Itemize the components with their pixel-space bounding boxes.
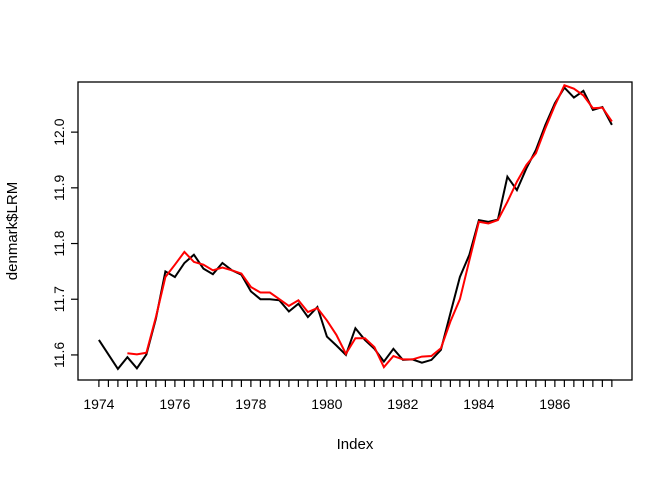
y-tick-label: 11.8 (51, 230, 67, 256)
fitted-series-line (127, 84, 613, 370)
x-tick-label: 1980 (311, 396, 342, 412)
x-tick-label: 1976 (159, 396, 190, 412)
x-axis-title: Index (337, 436, 374, 453)
x-tick-label: 1986 (539, 396, 570, 412)
y-axis: 11.6 11.7 11.8 11.9 12.0 (51, 118, 78, 368)
y-tick-label: 11.6 (51, 342, 67, 368)
x-tick-label: 1982 (387, 396, 418, 412)
series-group (98, 84, 613, 371)
x-tick-label: 1978 (235, 396, 266, 412)
y-axis-title: denmark$LRM (4, 182, 21, 280)
y-tick-label: 11.9 (51, 175, 67, 201)
y-tick-label: 12.0 (51, 118, 67, 145)
observed-series-line (98, 85, 613, 371)
x-tick-label: 1974 (83, 396, 114, 412)
x-axis: 1974 1976 1978 1980 1982 1984 1986 (83, 379, 613, 412)
y-tick-label: 11.7 (51, 286, 67, 312)
x-tick-label: 1984 (463, 396, 494, 412)
plot-border (77, 81, 633, 381)
